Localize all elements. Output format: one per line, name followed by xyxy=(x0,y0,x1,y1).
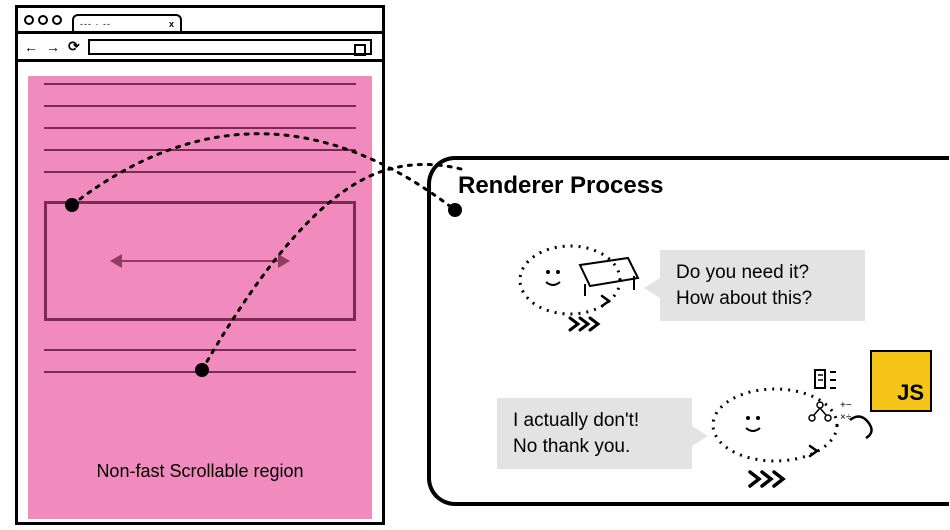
horizontal-arrow-icon xyxy=(120,260,280,262)
content-line xyxy=(44,371,356,373)
js-badge: JS xyxy=(870,350,932,412)
window-control-icon xyxy=(52,15,62,25)
tab-title: --- · -- xyxy=(80,19,111,29)
region-label: Non-fast Scrollable region xyxy=(18,461,382,482)
title-bar: --- · -- x xyxy=(18,8,382,34)
nav-bar: ← → ⟳ xyxy=(18,34,382,62)
horizontal-scroll-region[interactable] xyxy=(44,201,356,321)
renderer-title: Renderer Process xyxy=(458,172,663,200)
content-line xyxy=(44,349,356,351)
content-line xyxy=(44,127,356,129)
window-control-icon xyxy=(24,15,34,25)
window-control-icon xyxy=(38,15,48,25)
speech-tail-icon xyxy=(692,426,708,446)
content-line xyxy=(44,105,356,107)
browser-tab[interactable]: --- · -- x xyxy=(72,14,182,32)
browser-window: --- · -- x ← → ⟳ Non-fast Scrollable reg… xyxy=(15,5,385,525)
content-line xyxy=(44,171,356,173)
speech-bubble-compositor: Do you need it? How about this? xyxy=(660,250,865,321)
forward-button[interactable]: → xyxy=(46,39,60,55)
speech-bubble-mainthread: I actually don't! No thank you. xyxy=(497,398,692,469)
js-label: JS xyxy=(897,380,924,406)
speech-line: I actually don't! xyxy=(513,408,676,434)
speech-line: No thank you. xyxy=(513,434,676,460)
address-bar[interactable] xyxy=(88,39,372,55)
close-icon[interactable]: x xyxy=(169,19,174,29)
speech-tail-icon xyxy=(644,278,660,298)
speech-line: How about this? xyxy=(676,286,849,312)
speech-line: Do you need it? xyxy=(676,260,849,286)
page-content xyxy=(18,65,382,522)
content-line xyxy=(44,149,356,151)
back-button[interactable]: ← xyxy=(24,39,38,55)
reload-button[interactable]: ⟳ xyxy=(68,38,80,55)
content-line xyxy=(44,83,356,85)
